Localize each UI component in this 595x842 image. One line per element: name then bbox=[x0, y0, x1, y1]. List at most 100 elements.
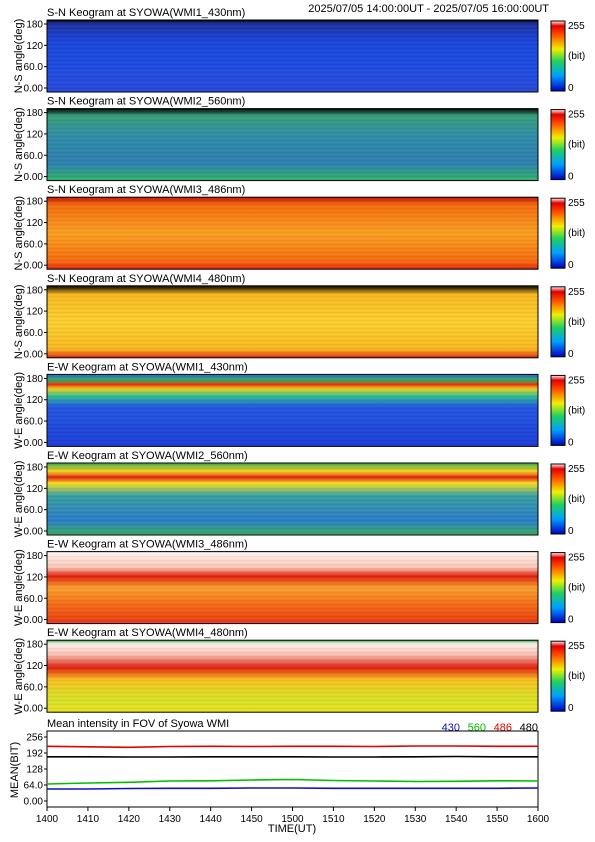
keogram-texture bbox=[47, 20, 538, 92]
keogram-ylabel: W-E angle(deg) bbox=[13, 461, 25, 538]
colorbar-scale bbox=[550, 109, 566, 181]
colorbar-min-label: 0 bbox=[568, 260, 574, 271]
mean-intensity-chart: Mean intensity in FOV of Syowa WMI 48048… bbox=[9, 718, 550, 835]
line-ytick-label: 0.00 bbox=[24, 797, 44, 808]
line-xtick-label: 1430 bbox=[159, 814, 182, 825]
colorbar-min-label: 0 bbox=[568, 437, 574, 448]
keogram-ytick-label: 60.0 bbox=[24, 682, 44, 693]
colorbar-min-label: 0 bbox=[568, 349, 574, 360]
keogram-colorbar: 255 (bit) 0 bbox=[550, 197, 585, 271]
keogram-ytick-label: 60.0 bbox=[24, 417, 44, 428]
keogram-ylabel: W-E angle(deg) bbox=[13, 372, 25, 449]
line-xtick-label: 1540 bbox=[445, 814, 468, 825]
line-ytick-label: 192 bbox=[26, 749, 43, 760]
colorbar-unit-label: (bit) bbox=[568, 140, 585, 151]
keogram-frame bbox=[46, 462, 539, 536]
line-xtick-label: 1600 bbox=[527, 814, 550, 825]
colorbar-min-label: 0 bbox=[568, 172, 574, 183]
keogram-ytick-label: 180 bbox=[26, 285, 43, 296]
line-plot-area bbox=[46, 730, 539, 808]
keogram-texture bbox=[47, 197, 538, 270]
colorbar-unit-label: (bit) bbox=[568, 405, 585, 416]
keogram-ytick-label: 0.00 bbox=[24, 84, 44, 95]
colorbar-scale bbox=[550, 20, 566, 92]
colorbar-unit-label: (bit) bbox=[568, 228, 585, 239]
colorbar-max-label: 255 bbox=[568, 287, 585, 298]
keogram-ylabel: N-S angle(deg) bbox=[13, 285, 25, 360]
keogram-frame bbox=[46, 196, 539, 270]
keogram-texture bbox=[47, 108, 538, 181]
keogram-frame bbox=[46, 639, 539, 713]
keogram-texture bbox=[47, 374, 538, 447]
line-xtick-label: 1520 bbox=[363, 814, 386, 825]
colorbar-max-label: 255 bbox=[568, 110, 585, 121]
keogram-ytick-label: 120 bbox=[26, 395, 43, 406]
line-chart-title: Mean intensity in FOV of Syowa WMI bbox=[47, 718, 229, 730]
keogram-colorbar: 255 (bit) 0 bbox=[550, 286, 585, 360]
keogram-title: E-W Keogram at SYOWA(WMI3_486nm) bbox=[47, 539, 248, 551]
keogram-ytick-label: 60.0 bbox=[24, 62, 44, 73]
colorbar-scale bbox=[550, 286, 566, 358]
line-ytick-label: 256 bbox=[26, 733, 43, 744]
series-line-560 bbox=[46, 778, 539, 785]
keogram-ytick-label: 180 bbox=[26, 374, 43, 385]
line-xtick-label: 1440 bbox=[200, 814, 223, 825]
keogram-frame bbox=[46, 19, 539, 93]
series-line-486 bbox=[46, 745, 538, 749]
keogram-ytick-label: 60.0 bbox=[24, 594, 44, 605]
keogram-frame bbox=[46, 285, 539, 359]
keogram-ytick-label: 0.00 bbox=[24, 438, 44, 449]
keogram-colorbar: 255 (bit) 0 bbox=[550, 552, 585, 626]
keogram-ytick-label: 120 bbox=[26, 484, 43, 495]
keogram-ytick-label: 180 bbox=[26, 640, 43, 651]
keogram-colorbar: 255 (bit) 0 bbox=[550, 640, 585, 714]
keogram-texture bbox=[47, 640, 538, 713]
keogram-ytick-label: 120 bbox=[26, 129, 43, 140]
series-line-430 bbox=[47, 787, 539, 790]
keogram-ytick-label: 0.00 bbox=[24, 261, 44, 272]
line-ylabel: MEAN(BIT) bbox=[9, 742, 21, 798]
keogram-texture bbox=[47, 285, 538, 358]
keogram-frame bbox=[46, 373, 539, 447]
keogram-colorbar: 255 (bit) 0 bbox=[550, 20, 585, 94]
colorbar-max-label: 255 bbox=[568, 464, 585, 475]
colorbar-unit-label: (bit) bbox=[568, 51, 585, 62]
colorbar-unit-label: (bit) bbox=[568, 317, 585, 328]
keogram-ytick-label: 60.0 bbox=[24, 239, 44, 250]
line-xtick-label: 1410 bbox=[77, 814, 100, 825]
keogram-ytick-label: 120 bbox=[26, 41, 43, 52]
colorbar-max-label: 255 bbox=[568, 375, 585, 386]
keogram-ytick-label: 60.0 bbox=[24, 328, 44, 339]
line-xtick-label: 1500 bbox=[281, 814, 304, 825]
line-ytick-label: 64.0 bbox=[24, 781, 44, 792]
line-ytick-label: 128 bbox=[26, 765, 43, 776]
keogram-title: E-W Keogram at SYOWA(WMI4_480nm) bbox=[47, 627, 248, 639]
keogram-ylabel: N-S angle(deg) bbox=[13, 107, 25, 182]
keogram-ylabel: N-S angle(deg) bbox=[13, 196, 25, 271]
colorbar-min-label: 0 bbox=[568, 703, 574, 714]
keogram-ylabel: W-E angle(deg) bbox=[13, 549, 25, 626]
keogram-frame bbox=[46, 551, 539, 625]
colorbar-max-label: 255 bbox=[568, 198, 585, 209]
keogram-panel-7: E-W Keogram at SYOWA(WMI3_486nm) 180 120 60… bbox=[13, 539, 585, 627]
keogram-ytick-label: 180 bbox=[26, 551, 43, 562]
keogram-title: E-W Keogram at SYOWA(WMI2_560nm) bbox=[47, 450, 248, 462]
colorbar-max-label: 255 bbox=[568, 553, 585, 564]
keogram-ytick-label: 120 bbox=[26, 661, 43, 672]
keogram-ytick-label: 180 bbox=[26, 108, 43, 119]
line-xtick-label: 1510 bbox=[322, 814, 345, 825]
colorbar-scale bbox=[550, 640, 566, 712]
line-xtick-label: 1530 bbox=[404, 814, 427, 825]
keogram-ytick-label: 120 bbox=[26, 307, 43, 318]
colorbar-scale bbox=[550, 463, 566, 535]
colorbar-min-label: 0 bbox=[568, 615, 574, 626]
colorbar-max-label: 255 bbox=[568, 641, 585, 652]
keogram-title: S-N Keogram at SYOWA(WMI3_486nm) bbox=[47, 184, 245, 196]
keogram-ylabel: N-S angle(deg) bbox=[13, 19, 25, 94]
keogram-colorbar: 255 (bit) 0 bbox=[550, 374, 585, 448]
keogram-ytick-label: 0.00 bbox=[24, 172, 44, 183]
line-xtick-label: 1420 bbox=[118, 814, 141, 825]
keogram-panel-3: S-N Keogram at SYOWA(WMI3_486nm) 180 120 60… bbox=[13, 184, 585, 272]
keogram-title: S-N Keogram at SYOWA(WMI4_480nm) bbox=[47, 273, 245, 285]
keogram-ytick-label: 60.0 bbox=[24, 151, 44, 162]
